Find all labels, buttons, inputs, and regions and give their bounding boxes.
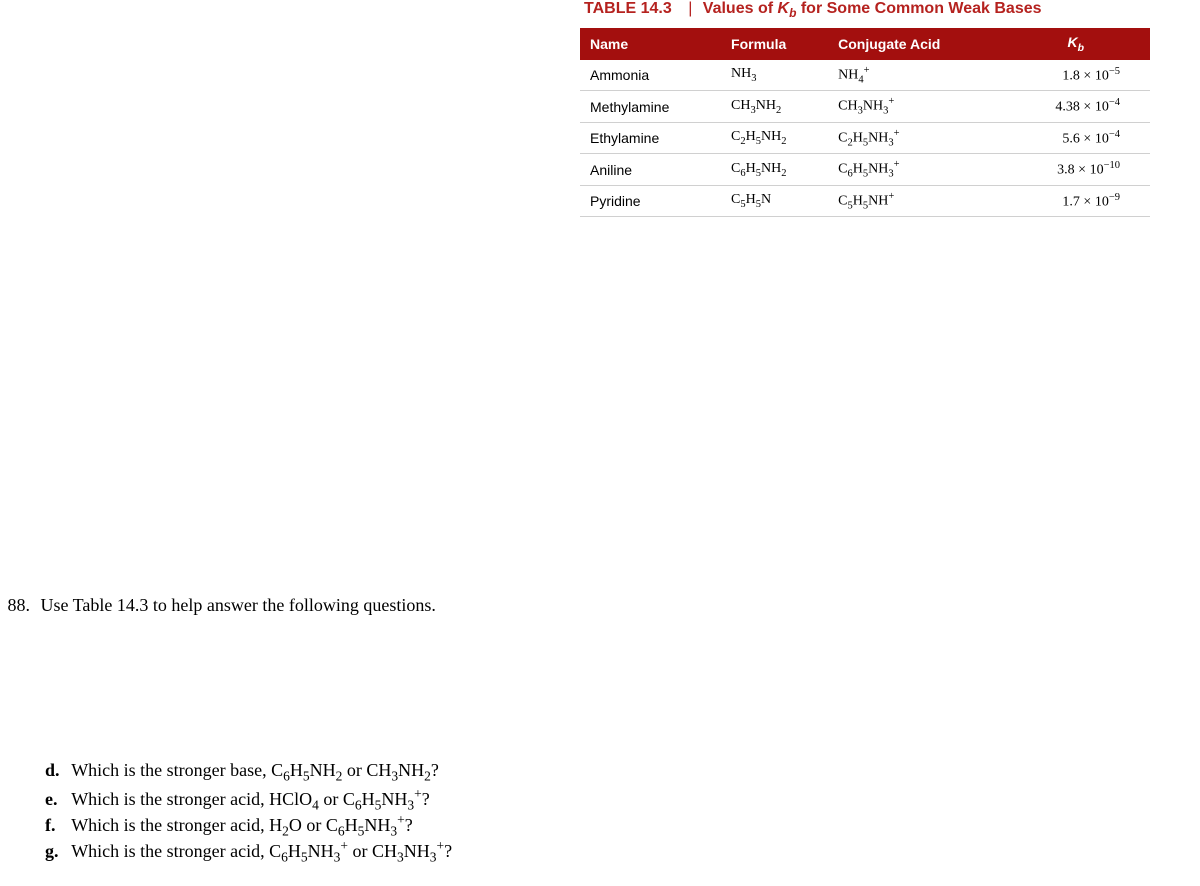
cell-formula: CH3NH2: [721, 91, 828, 122]
part-text: Which is the stronger acid, C6H5NH3+ or …: [71, 841, 452, 861]
part-letter: g.: [45, 841, 67, 862]
table-title-text: Values of Kb for Some Common Weak Bases: [703, 0, 1042, 17]
cell-conjugate: C5H5NH+: [828, 185, 1001, 216]
col-header-kb: Kb: [1002, 28, 1150, 60]
question-part-f: f. Which is the stronger acid, H2O or C6…: [45, 812, 413, 840]
question-part-g: g. Which is the stronger acid, C6H5NH3+ …: [45, 838, 452, 866]
cell-kb: 4.38 × 10−4: [1002, 91, 1150, 122]
part-text: Which is the stronger base, C6H5NH2 or C…: [71, 760, 439, 780]
table-row: Pyridine C5H5N C5H5NH+ 1.7 × 10−9: [580, 185, 1150, 216]
question-part-e: e. Which is the stronger acid, HClO4 or …: [45, 786, 430, 814]
cell-conjugate: CH3NH3+: [828, 91, 1001, 122]
col-header-formula: Formula: [721, 28, 828, 60]
table-number: TABLE 14.3: [584, 0, 672, 17]
question-stem: 88. Use Table 14.3 to help answer the fo…: [0, 595, 436, 616]
cell-kb: 1.8 × 10−5: [1002, 60, 1150, 91]
part-letter: d.: [45, 760, 67, 781]
part-letter: e.: [45, 789, 67, 810]
part-text: Which is the stronger acid, H2O or C6H5N…: [71, 815, 413, 835]
cell-formula: C6H5NH2: [721, 154, 828, 185]
table-header-row: Name Formula Conjugate Acid Kb: [580, 28, 1150, 60]
question-text: Use Table 14.3 to help answer the follow…: [41, 595, 436, 615]
part-text: Which is the stronger acid, HClO4 or C6H…: [71, 789, 430, 809]
cell-formula: C5H5N: [721, 185, 828, 216]
kb-table-title: TABLE 14.3 | Values of Kb for Some Commo…: [580, 0, 1150, 20]
cell-conjugate: NH4+: [828, 60, 1001, 91]
cell-name: Methylamine: [580, 91, 721, 122]
cell-name: Pyridine: [580, 185, 721, 216]
cell-kb: 1.7 × 10−9: [1002, 185, 1150, 216]
cell-formula: NH3: [721, 60, 828, 91]
table-row: Aniline C6H5NH2 C6H5NH3+ 3.8 × 10−10: [580, 154, 1150, 185]
table-row: Ethylamine C2H5NH2 C2H5NH3+ 5.6 × 10−4: [580, 122, 1150, 153]
table-row: Methylamine CH3NH2 CH3NH3+ 4.38 × 10−4: [580, 91, 1150, 122]
kb-table: Name Formula Conjugate Acid Kb Ammonia N…: [580, 28, 1150, 217]
kb-table-container: TABLE 14.3 | Values of Kb for Some Commo…: [580, 0, 1150, 217]
question-number: 88.: [0, 595, 30, 616]
cell-conjugate: C6H5NH3+: [828, 154, 1001, 185]
cell-name: Ethylamine: [580, 122, 721, 153]
question-part-d: d. Which is the stronger base, C6H5NH2 o…: [45, 760, 439, 785]
part-letter: f.: [45, 815, 67, 836]
cell-name: Ammonia: [580, 60, 721, 91]
cell-kb: 5.6 × 10−4: [1002, 122, 1150, 153]
title-separator: |: [688, 0, 692, 17]
cell-conjugate: C2H5NH3+: [828, 122, 1001, 153]
col-header-name: Name: [580, 28, 721, 60]
cell-kb: 3.8 × 10−10: [1002, 154, 1150, 185]
col-header-conjugate: Conjugate Acid: [828, 28, 1001, 60]
cell-name: Aniline: [580, 154, 721, 185]
table-row: Ammonia NH3 NH4+ 1.8 × 10−5: [580, 60, 1150, 91]
cell-formula: C2H5NH2: [721, 122, 828, 153]
